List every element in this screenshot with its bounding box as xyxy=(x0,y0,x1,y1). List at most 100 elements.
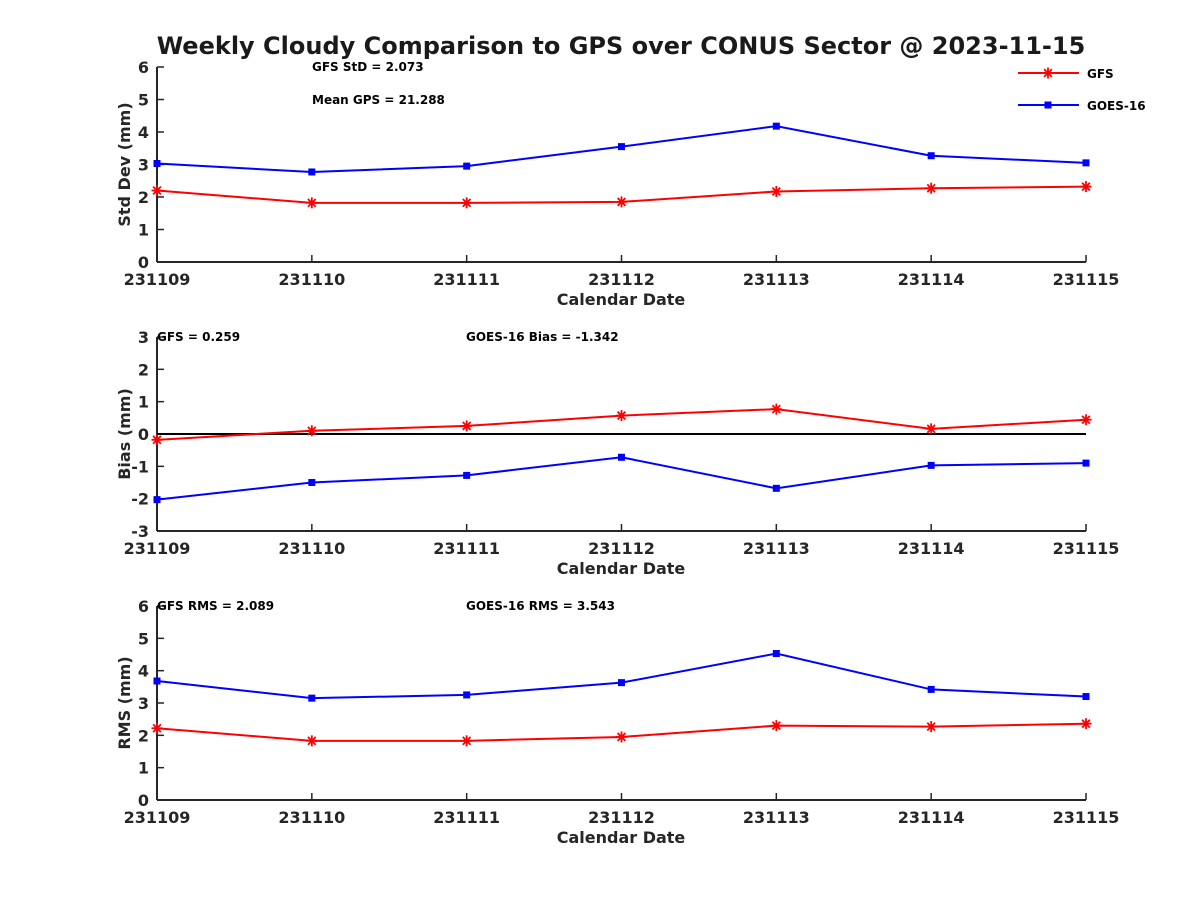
data-point-goes-16 xyxy=(618,143,625,151)
data-point-gfs xyxy=(461,735,473,747)
data-point-goes-16 xyxy=(153,496,161,504)
data-point-gfs xyxy=(306,197,318,209)
y-tick-label: 2 xyxy=(138,360,149,379)
y-tick-label: 1 xyxy=(138,221,149,240)
legend-marker xyxy=(1042,67,1054,79)
panel-1: 0 1 2 3 4 5 6 231109 231110 231111 231112 231113 231… xyxy=(115,58,1119,309)
series-line-goes-16 xyxy=(156,652,1087,700)
x-tick-label: 231112 xyxy=(588,270,655,289)
annotation: GFS RMS = 2.089 xyxy=(157,599,274,613)
data-point-goes-16 xyxy=(1082,159,1090,167)
data-point-goes-16 xyxy=(463,691,471,699)
x-tick-label: 231110 xyxy=(278,539,345,558)
annotation: GFS = 0.259 xyxy=(157,330,240,344)
data-point-gfs xyxy=(1080,181,1092,193)
x-axis-label: Calendar Date xyxy=(557,559,686,578)
x-tick-label: 231112 xyxy=(588,808,655,827)
data-point-gfs xyxy=(151,434,163,446)
y-tick-label: -2 xyxy=(131,490,149,509)
data-point-gfs xyxy=(306,735,318,747)
chart-title: Weekly Cloudy Comparison to GPS over CON… xyxy=(157,32,1086,60)
x-tick-label: 231115 xyxy=(1053,539,1120,558)
data-point-gfs xyxy=(461,197,473,209)
data-point-gfs xyxy=(1080,718,1092,730)
y-tick-label: -1 xyxy=(131,457,149,476)
x-tick-label: 231109 xyxy=(124,270,191,289)
data-point-goes-16 xyxy=(927,461,935,469)
y-tick-label: 0 xyxy=(138,425,149,444)
y-axis-label: RMS (mm) xyxy=(115,656,134,749)
x-tick-label: 231110 xyxy=(278,808,345,827)
data-point-goes-16 xyxy=(1082,459,1090,467)
x-tick-label: 231114 xyxy=(898,270,965,289)
y-tick-label: 3 xyxy=(138,328,149,347)
x-axis-label: Calendar Date xyxy=(557,290,686,309)
annotation: GOES-16 Bias = -1.342 xyxy=(466,330,619,344)
data-point-gfs xyxy=(151,185,163,196)
legend-entry-goes-16: GOES-16 xyxy=(1018,99,1146,113)
data-point-gfs xyxy=(151,722,163,734)
data-point-goes-16 xyxy=(308,479,316,486)
x-tick-label: 231113 xyxy=(743,270,810,289)
x-tick-label: 231111 xyxy=(433,539,500,558)
annotation: GFS StD = 2.073 xyxy=(312,60,424,74)
y-tick-label: -3 xyxy=(131,522,149,541)
panel-2: -3 -2 -1 0 1 2 3 231109 231110 231111 231112 231113… xyxy=(115,328,1119,578)
y-tick-label: 4 xyxy=(138,662,149,681)
legend: GFS GOES-16 xyxy=(1018,67,1146,113)
data-point-goes-16 xyxy=(927,685,935,693)
data-point-goes-16 xyxy=(618,679,625,687)
data-point-gfs xyxy=(616,196,627,208)
x-tick-label: 231112 xyxy=(588,539,655,558)
annotation: Mean GPS = 21.288 xyxy=(312,93,445,107)
panel-3: 0 1 2 3 4 5 6 231109 231110 231111 231112 231113 231… xyxy=(115,597,1119,847)
data-point-goes-16 xyxy=(927,152,935,160)
data-point-goes-16 xyxy=(772,122,780,130)
legend-label: GFS xyxy=(1087,67,1114,81)
x-tick-label: 231110 xyxy=(278,270,345,289)
y-tick-label: 1 xyxy=(138,759,149,778)
x-tick-label: 231109 xyxy=(124,808,191,827)
data-point-gfs xyxy=(770,720,782,732)
y-tick-label: 0 xyxy=(138,253,149,272)
x-tick-label: 231111 xyxy=(433,808,500,827)
data-point-gfs xyxy=(925,721,937,733)
data-point-goes-16 xyxy=(308,694,316,702)
x-tick-label: 231115 xyxy=(1053,808,1120,827)
data-point-gfs xyxy=(925,423,937,435)
x-tick-label: 231109 xyxy=(124,539,191,558)
x-tick-label: 231111 xyxy=(433,270,500,289)
data-point-goes-16 xyxy=(308,168,316,176)
legend-marker xyxy=(1044,101,1052,109)
y-tick-label: 3 xyxy=(138,694,149,713)
y-tick-label: 2 xyxy=(138,726,149,745)
y-axis-label: Std Dev (mm) xyxy=(115,102,134,226)
data-point-gfs xyxy=(306,425,318,437)
y-tick-label: 3 xyxy=(138,156,149,175)
annotation: GOES-16 RMS = 3.543 xyxy=(466,599,615,613)
x-tick-label: 231115 xyxy=(1053,270,1120,289)
data-point-goes-16 xyxy=(772,650,780,658)
y-tick-label: 5 xyxy=(138,629,149,648)
data-point-gfs xyxy=(770,403,782,415)
data-point-gfs xyxy=(925,182,937,194)
data-point-goes-16 xyxy=(772,484,780,492)
y-tick-label: 4 xyxy=(138,123,149,142)
data-point-gfs xyxy=(461,420,473,432)
y-axis-label: Bias (mm) xyxy=(115,388,134,480)
series-line-goes-16 xyxy=(156,456,1087,501)
data-point-gfs xyxy=(616,410,627,422)
data-point-gfs xyxy=(1080,414,1092,426)
data-point-goes-16 xyxy=(463,162,471,170)
x-tick-label: 231114 xyxy=(898,539,965,558)
data-point-goes-16 xyxy=(153,677,161,685)
x-axis-label: Calendar Date xyxy=(557,828,686,847)
data-point-goes-16 xyxy=(618,453,625,461)
x-tick-label: 231114 xyxy=(898,808,965,827)
data-point-goes-16 xyxy=(1082,693,1090,701)
y-tick-label: 5 xyxy=(138,91,149,110)
x-tick-label: 231113 xyxy=(743,539,810,558)
data-point-gfs xyxy=(770,185,782,197)
